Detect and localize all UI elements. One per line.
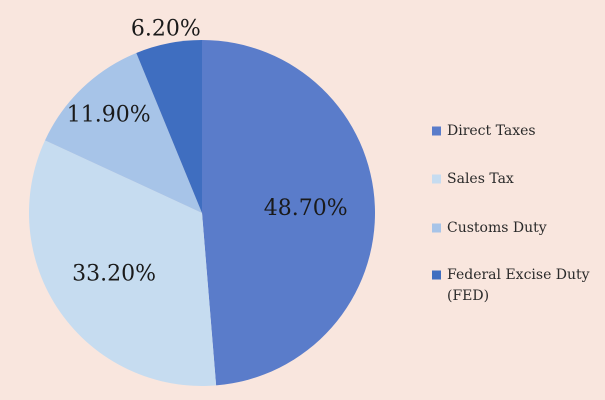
- data-label-1: 48.70%: [264, 196, 348, 221]
- legend-label-4-line-1: Federal Excise Duty: [447, 267, 590, 283]
- legend-swatch-1: [432, 126, 441, 136]
- legend-label-2: Sales Tax: [447, 171, 514, 187]
- legend-label-4-line-2: (FED): [447, 288, 489, 304]
- pie-slice-2: [29, 140, 217, 386]
- legend-label-1: Direct Taxes: [447, 123, 536, 139]
- data-label-4: 6.20%: [131, 17, 201, 42]
- legend-label-3: Customs Duty: [447, 220, 547, 236]
- legend-swatch-3: [432, 223, 441, 233]
- pie-slice-3: [45, 52, 203, 214]
- legend-item-4: Federal Excise Duty (FED): [432, 267, 590, 304]
- data-label-3: 11.90%: [67, 103, 151, 128]
- legend: Direct Taxes Sales Tax Customs Duty Federal…: [432, 123, 590, 304]
- pie-slice-1: [202, 39, 376, 386]
- legend-item-2: Sales Tax: [432, 171, 514, 187]
- pie-slices: [29, 39, 376, 386]
- legend-swatch-2: [432, 174, 441, 184]
- data-label-2: 33.20%: [72, 261, 156, 286]
- pie-slice-4: [136, 40, 202, 213]
- legend-item-1: Direct Taxes: [432, 123, 536, 139]
- legend-item-3: Customs Duty: [432, 220, 547, 236]
- legend-swatch-4: [432, 270, 441, 280]
- slice-labels: 48.70% 33.20% 11.90% 6.20%: [67, 17, 348, 287]
